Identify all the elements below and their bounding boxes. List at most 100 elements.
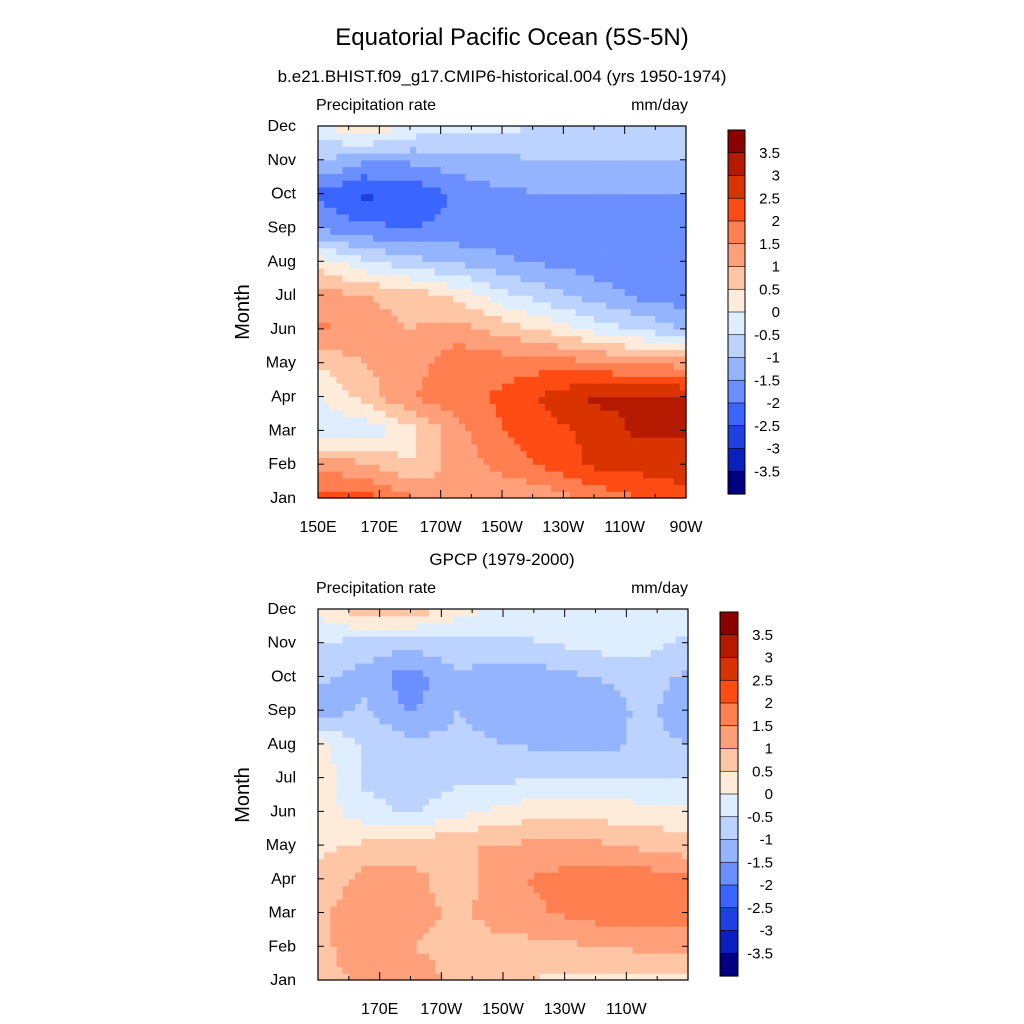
- heatmap-cell: [636, 389, 644, 398]
- heatmap-cell: [391, 383, 399, 391]
- heatmap-cell: [606, 403, 613, 411]
- heatmap-cell: [422, 423, 429, 431]
- heatmap-cell: [595, 973, 603, 981]
- heatmap-cell: [318, 885, 325, 893]
- heatmap-cell: [679, 315, 687, 323]
- heatmap-cell: [466, 966, 473, 974]
- heatmap-cell: [527, 851, 535, 860]
- heatmap-cell: [594, 491, 601, 499]
- heatmap-cell: [661, 247, 669, 256]
- heatmap-cell: [435, 865, 442, 873]
- heatmap-cell: [318, 437, 325, 445]
- heatmap-cell: [667, 220, 675, 229]
- heatmap-cell: [626, 892, 634, 900]
- heatmap-cell: [557, 349, 564, 357]
- heatmap-cell: [521, 899, 529, 907]
- heatmap-cell: [551, 132, 558, 141]
- heatmap-cell: [452, 403, 460, 411]
- heatmap-cell: [544, 301, 552, 310]
- heatmap-cell: [508, 430, 515, 438]
- heatmap-cell: [397, 166, 405, 174]
- heatmap-cell: [544, 410, 552, 418]
- heatmap-cell: [373, 878, 381, 887]
- heatmap-cell: [472, 845, 479, 853]
- heatmap-cell: [589, 892, 597, 900]
- heatmap-cell: [587, 457, 595, 465]
- heatmap-cell: [465, 423, 472, 431]
- heatmap-cell: [441, 932, 449, 941]
- heatmap-cell: [606, 464, 613, 472]
- heatmap-cell: [355, 845, 362, 853]
- heatmap-cell: [526, 450, 534, 459]
- heatmap-cell: [614, 858, 621, 866]
- heatmap-cell: [471, 126, 479, 134]
- heatmap-cell: [673, 450, 681, 459]
- heatmap-cell: [397, 464, 405, 472]
- heatmap-cell: [581, 274, 589, 283]
- heatmap-cell: [614, 966, 621, 974]
- heatmap-cell: [472, 831, 479, 839]
- heatmap-cell: [447, 953, 455, 961]
- heatmap-cell: [330, 268, 337, 276]
- heatmap-cell: [514, 410, 521, 418]
- heatmap-cell: [429, 804, 436, 812]
- heatmap-cell: [355, 797, 362, 806]
- heatmap-cell: [636, 200, 644, 208]
- heatmap-cell: [397, 410, 405, 418]
- heatmap-cell: [489, 254, 497, 262]
- heatmap-cell: [440, 430, 448, 438]
- heatmap-cell: [379, 939, 387, 947]
- heatmap-cell: [422, 220, 429, 229]
- heatmap-cell: [589, 831, 597, 839]
- heatmap-cell: [564, 872, 572, 880]
- heatmap-cell: [636, 193, 644, 201]
- heatmap-cell: [620, 932, 627, 941]
- heatmap-cell: [453, 865, 461, 873]
- heatmap-cell: [336, 207, 344, 215]
- heatmap-cell: [630, 240, 638, 249]
- heatmap-cell: [446, 254, 454, 262]
- heatmap-cell: [620, 966, 627, 974]
- heatmap-cell: [459, 274, 466, 283]
- heatmap-cell: [391, 484, 399, 492]
- heatmap-cell: [360, 274, 368, 283]
- heatmap-cell: [508, 207, 515, 215]
- heatmap-cell: [373, 213, 380, 222]
- heatmap-cell: [594, 247, 601, 256]
- heatmap-cell: [471, 132, 479, 141]
- heatmap-cell: [472, 818, 479, 826]
- heatmap-cell: [373, 410, 380, 418]
- heatmap-cell: [379, 153, 387, 161]
- heatmap-cell: [594, 295, 601, 303]
- heatmap-cell: [520, 315, 528, 323]
- heatmap-cell: [581, 491, 589, 499]
- heatmap-cell: [557, 166, 564, 174]
- heatmap-cell: [342, 851, 350, 860]
- heatmap-cell: [583, 831, 590, 839]
- heatmap-cell: [551, 450, 558, 459]
- heatmap-cell: [595, 845, 603, 853]
- heatmap-cell: [435, 912, 442, 920]
- heatmap-cell: [318, 430, 325, 438]
- heatmap-cell: [544, 166, 552, 174]
- heatmap-cell: [416, 186, 423, 195]
- heatmap-cell: [496, 899, 504, 907]
- heatmap-cell: [466, 831, 473, 839]
- heatmap-cell: [373, 274, 380, 283]
- heatmap-cell: [630, 200, 638, 208]
- heatmap-cell: [673, 369, 681, 377]
- heatmap-cell: [601, 959, 609, 968]
- heatmap-cell: [495, 159, 503, 168]
- heatmap-cell: [410, 416, 417, 425]
- heatmap-cell: [649, 295, 656, 303]
- heatmap-cell: [360, 193, 368, 201]
- heatmap-cell: [502, 322, 509, 330]
- heatmap-cell: [373, 919, 381, 927]
- heatmap-cell: [416, 912, 424, 920]
- heatmap-cell: [681, 905, 689, 914]
- heatmap-cell: [636, 220, 644, 229]
- heatmap-cell: [336, 261, 344, 269]
- heatmap-cell: [434, 376, 442, 384]
- heatmap-cell: [330, 851, 338, 860]
- heatmap-cell: [459, 959, 467, 968]
